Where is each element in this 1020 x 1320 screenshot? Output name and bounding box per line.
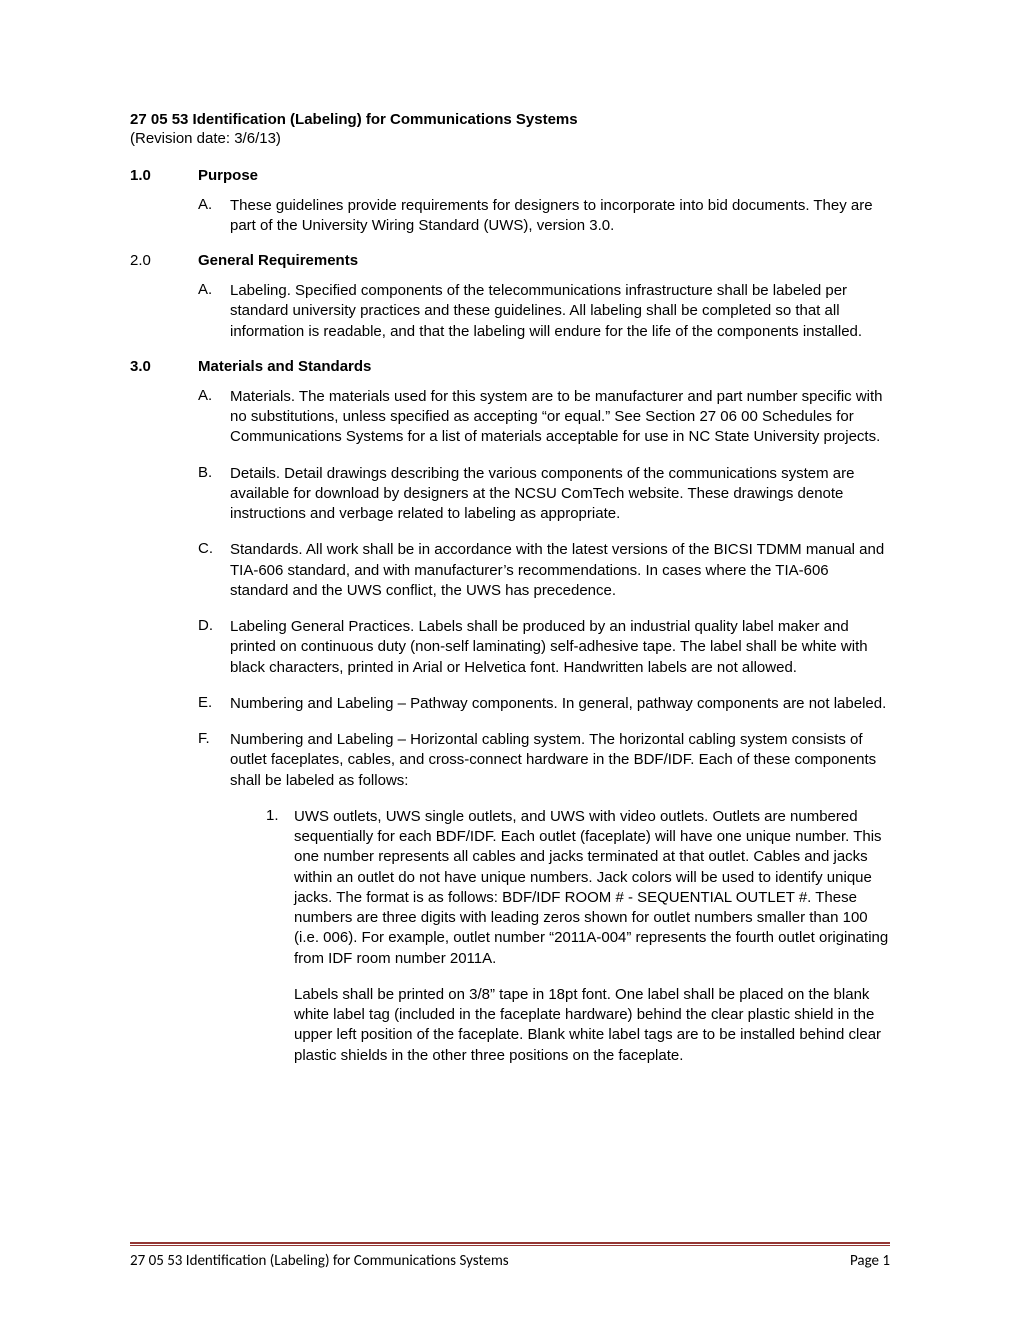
sub-item-text: UWS outlets, UWS single outlets, and UWS… [294, 807, 890, 969]
item-text: Numbering and Labeling – Horizontal cabl… [230, 730, 890, 791]
section-heading: 3.0Materials and Standards [130, 358, 890, 375]
sub-item-continuation: Labels shall be printed on 3/8” tape in … [130, 985, 890, 1066]
list-item: A.Materials. The materials used for this… [130, 387, 890, 448]
document-page: 27 05 53 Identification (Labeling) for C… [0, 0, 1020, 1320]
sub-item-number: 1. [266, 807, 294, 969]
section-title: Purpose [198, 167, 258, 184]
section-number: 3.0 [130, 358, 198, 375]
section-heading: 2.0General Requirements [130, 252, 890, 269]
item-text: Labeling General Practices. Labels shall… [230, 617, 890, 678]
item-letter: B. [198, 464, 230, 525]
item-letter: D. [198, 617, 230, 678]
footer-right-text: Page 1 [850, 1252, 890, 1270]
item-letter: A. [198, 387, 230, 448]
footer-rule-thick [130, 1242, 890, 1244]
list-item: E.Numbering and Labeling – Pathway compo… [130, 694, 890, 714]
footer-text-row: 27 05 53 Identification (Labeling) for C… [130, 1252, 890, 1270]
section-number: 1.0 [130, 167, 198, 184]
list-item: B.Details. Detail drawings describing th… [130, 464, 890, 525]
item-text: Numbering and Labeling – Pathway compone… [230, 694, 886, 714]
item-text: Details. Detail drawings describing the … [230, 464, 890, 525]
item-text: Materials. The materials used for this s… [230, 387, 890, 448]
section-title: Materials and Standards [198, 358, 371, 375]
sub-list-item: 1.UWS outlets, UWS single outlets, and U… [130, 807, 890, 969]
section-title: General Requirements [198, 252, 358, 269]
section-heading: 1.0Purpose [130, 167, 890, 184]
item-letter: F. [198, 730, 230, 791]
footer-rule-thin [130, 1245, 890, 1246]
item-letter: A. [198, 281, 230, 342]
item-text: Labeling. Specified components of the te… [230, 281, 890, 342]
revision-date: (Revision date: 3/6/13) [130, 130, 890, 147]
page-footer: 27 05 53 Identification (Labeling) for C… [130, 1242, 890, 1270]
section-number: 2.0 [130, 252, 198, 269]
item-letter: A. [198, 196, 230, 237]
footer-left-text: 27 05 53 Identification (Labeling) for C… [130, 1252, 509, 1270]
list-item: A.These guidelines provide requirements … [130, 196, 890, 237]
document-title: 27 05 53 Identification (Labeling) for C… [130, 110, 890, 130]
item-text: These guidelines provide requirements fo… [230, 196, 890, 237]
list-item: C.Standards. All work shall be in accord… [130, 540, 890, 601]
item-text: Standards. All work shall be in accordan… [230, 540, 890, 601]
list-item: D.Labeling General Practices. Labels sha… [130, 617, 890, 678]
list-item: A.Labeling. Specified components of the … [130, 281, 890, 342]
item-letter: C. [198, 540, 230, 601]
document-body: 1.0PurposeA.These guidelines provide req… [130, 167, 890, 1066]
list-item: F.Numbering and Labeling – Horizontal ca… [130, 730, 890, 791]
item-letter: E. [198, 694, 230, 714]
